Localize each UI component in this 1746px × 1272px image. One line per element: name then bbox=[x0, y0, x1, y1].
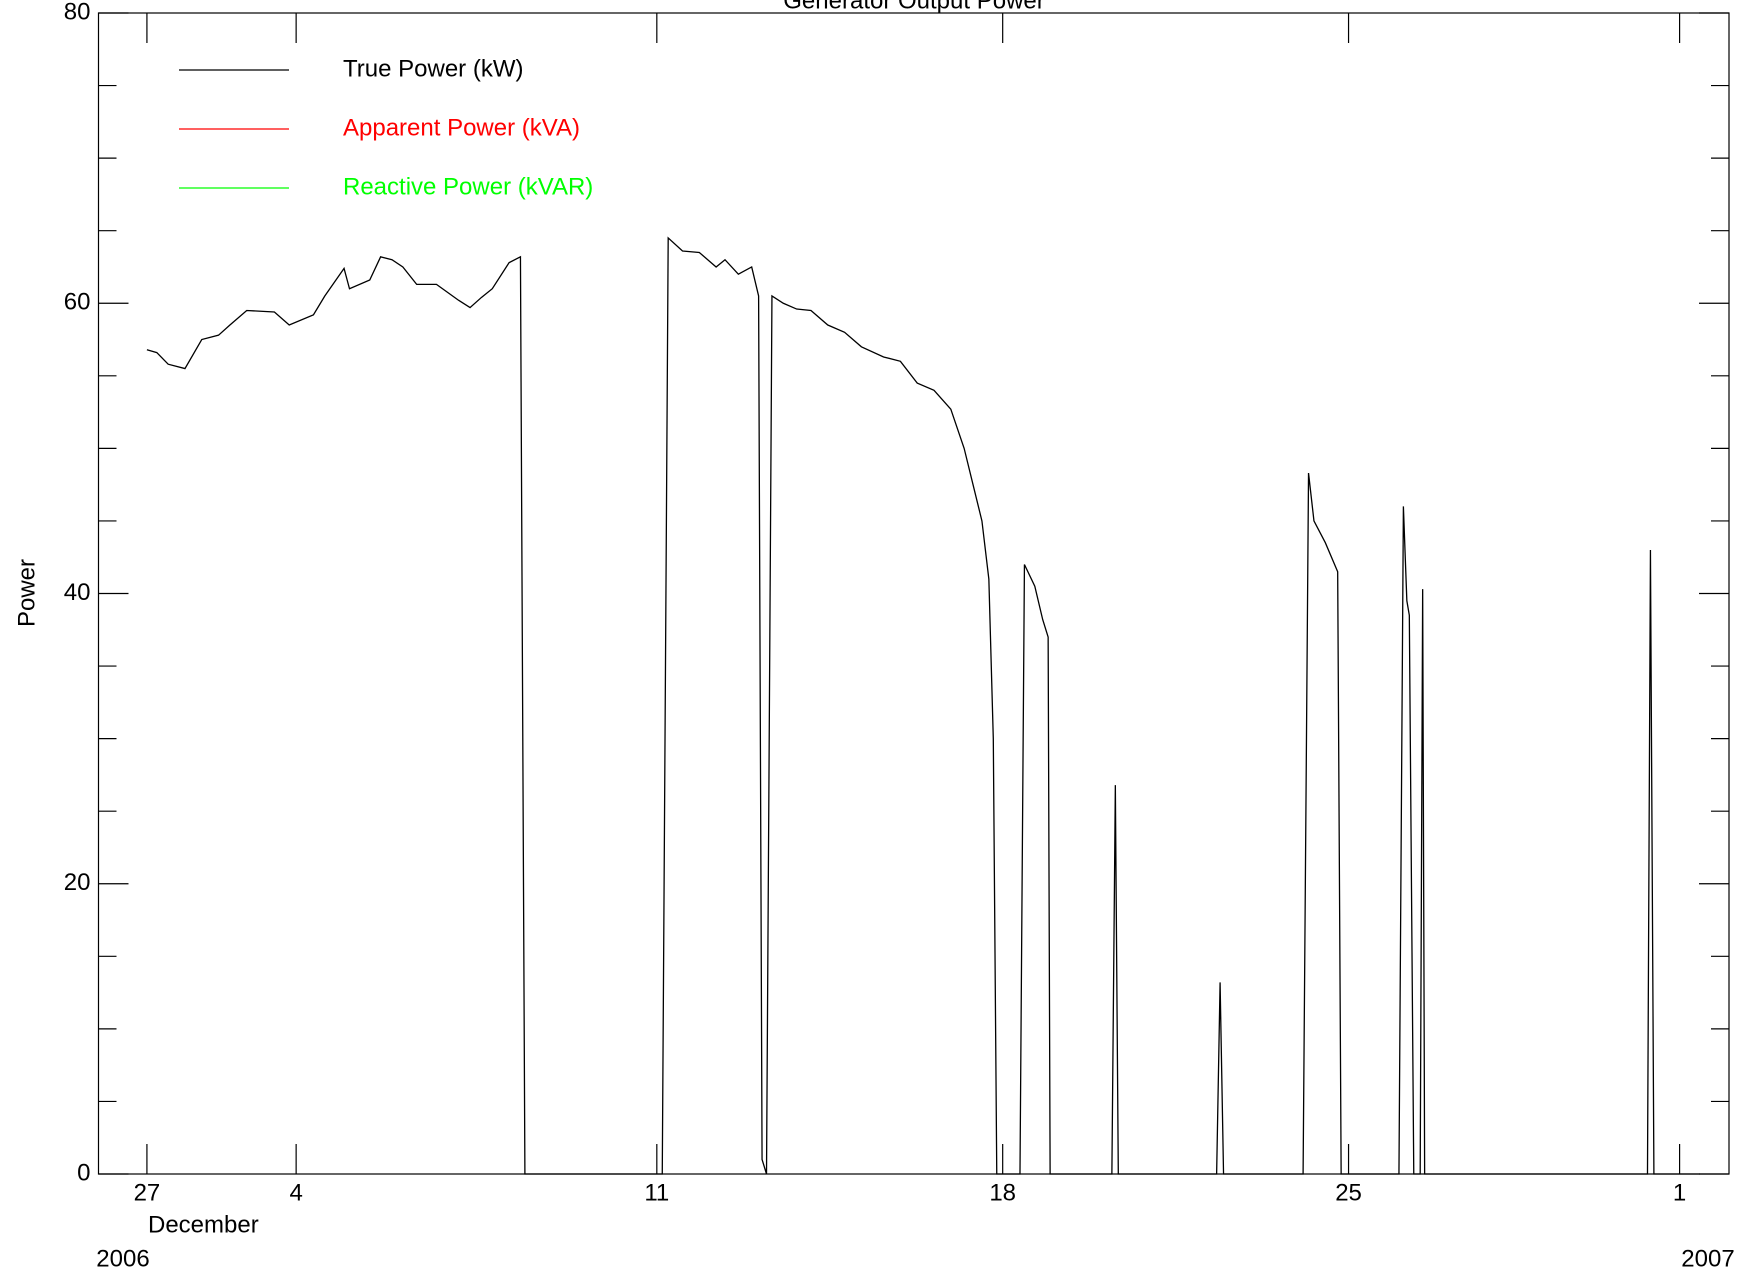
x-tick-label: 11 bbox=[644, 1179, 669, 1206]
y-tick-label: 0 bbox=[77, 1159, 90, 1186]
month-label: December bbox=[148, 1211, 259, 1238]
x-tick-label: 25 bbox=[1335, 1179, 1362, 1206]
chart-title: Generator Output Power bbox=[783, 0, 1044, 14]
y-tick-label: 40 bbox=[64, 579, 91, 606]
legend-label: True Power (kW) bbox=[343, 55, 523, 82]
legend-label: Reactive Power (kVAR) bbox=[343, 173, 593, 200]
y-tick-label: 20 bbox=[64, 869, 91, 896]
x-tick-label: 1 bbox=[1673, 1179, 1686, 1206]
y-axis-label: Power bbox=[13, 559, 40, 627]
legend-label: Apparent Power (kVA) bbox=[343, 114, 580, 141]
year-label: 2006 bbox=[96, 1245, 149, 1272]
y-tick-label: 80 bbox=[64, 0, 91, 25]
x-tick-label: 18 bbox=[989, 1179, 1016, 1206]
year-label: 2007 bbox=[1681, 1245, 1734, 1272]
series-line bbox=[146, 236, 1700, 1175]
y-tick-label: 60 bbox=[64, 289, 91, 316]
x-tick-label: 4 bbox=[289, 1179, 302, 1206]
x-tick-label: 27 bbox=[134, 1179, 161, 1206]
